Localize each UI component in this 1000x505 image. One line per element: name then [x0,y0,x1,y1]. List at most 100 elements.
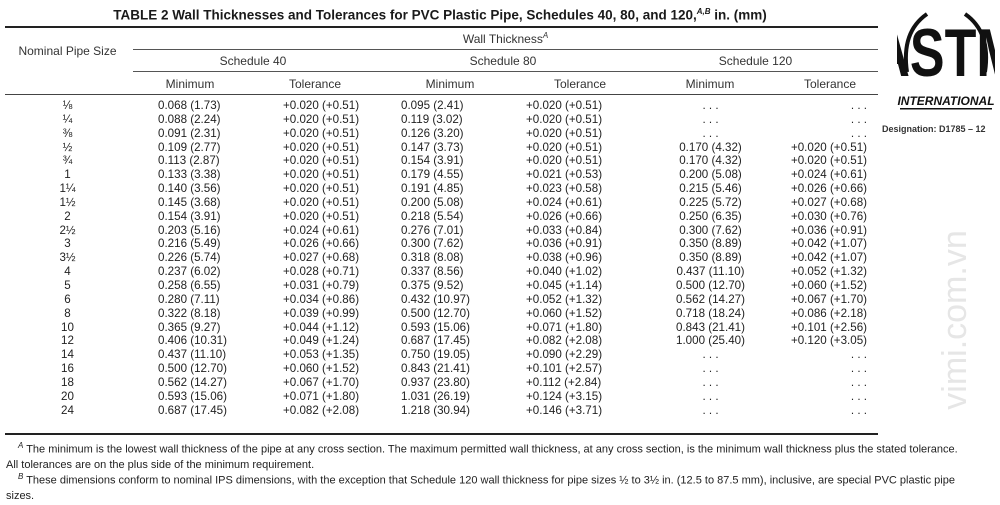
header-minimum: Minimum [165,77,215,91]
sch120-tolerance: +0.086 (+2.18) [790,306,867,320]
header-schedule-40: Schedule 40 [219,54,287,68]
sch80-minimum: 0.687 (17.45) [401,334,470,348]
sch80-tolerance: +0.020 (+0.51) [526,112,603,126]
sch120-minimum: . . . [702,112,719,126]
pipe-size: 24 [61,403,74,417]
sch80-tolerance: +0.040 (+1.02) [526,265,603,279]
footnote-mark: B [18,472,24,481]
sch120-tolerance: +0.020 (+0.51) [790,140,867,154]
top-rule [5,26,878,28]
title-unit: in. (mm) [710,7,767,23]
sch40-minimum: 0.237 (6.02) [158,265,221,279]
pipe-size: 18 [61,375,74,389]
sch120-tolerance: +0.042 (+1.07) [790,237,867,251]
sch80-minimum: 0.276 (7.01) [401,223,464,237]
sch80-tolerance: +0.020 (+0.51) [526,140,603,154]
pipe-size: ¾ [62,154,73,168]
watermark: vimi.com.vn [936,230,974,410]
sch40-tolerance: +0.020 (+0.51) [283,126,360,140]
sch120-minimum: 0.200 (5.08) [679,168,742,182]
sch80-tolerance: +0.021 (+0.53) [526,168,603,182]
sch40-minimum: 0.216 (5.49) [158,237,221,251]
pipe-size: 3½ [59,251,76,265]
pipe-size: 2½ [59,223,76,237]
sch120-minimum: . . . [702,362,719,376]
pipe-size: 6 [64,292,71,306]
sch80-tolerance: +0.082 (+2.08) [526,334,603,348]
sch80-minimum: 1.218 (30.94) [401,403,470,417]
footnote-b: B These dimensions conform to nominal IP… [6,469,966,505]
wall-label: Wall Thickness [462,32,543,46]
sch40-minimum: 0.091 (2.31) [158,126,221,140]
pipe-size: 1½ [59,195,76,209]
sch120-minimum: . . . [702,99,719,112]
sch120-minimum: 0.170 (4.32) [679,140,742,154]
sch120-minimum: . . . [702,348,719,362]
sch80-tolerance: +0.071 (+1.80) [526,320,603,334]
sch40-minimum: 0.133 (3.38) [158,168,221,182]
sch120-tolerance: . . . [850,112,867,126]
title-footnote-marks: A,B [696,7,711,16]
bottom-rule [5,433,878,435]
pipe-size: 5 [64,278,71,292]
sch120-tolerance: +0.030 (+0.76) [790,209,867,223]
sch120-tolerance: . . . [850,403,867,417]
sch40-tolerance: +0.082 (+2.08) [283,403,360,417]
sch80-tolerance: +0.020 (+0.51) [526,154,603,168]
table-row: ¾ 0.113 (2.87) +0.020 (+0.51) 0.154 (3.91) +… [5,154,877,168]
sch120-tolerance: +0.067 (+1.70) [790,292,867,306]
sch40-tolerance: +0.031 (+0.79) [283,278,360,292]
table-row: 16 0.500 (12.70) +0.060 (+1.52) 0.843 (21.4… [5,362,877,376]
sch80-minimum: 0.147 (3.73) [401,140,464,154]
table-body: ⅛ 0.068 (1.73) +0.020 (+0.51) 0.095 (2.41) +… [5,99,877,417]
sch120-tolerance: +0.027 (+0.68) [790,195,867,209]
header-tolerance: Tolerance [553,77,607,91]
sch120-minimum: 0.350 (8.89) [679,237,742,251]
sch80-tolerance: +0.101 (+2.57) [526,362,603,376]
sch120-minimum: . . . [702,375,719,389]
pipe-size: ¼ [62,112,73,126]
sch80-tolerance: +0.033 (+0.84) [526,223,603,237]
pipe-size: 1 [64,168,71,182]
header-schedule-120: Schedule 120 [718,54,793,68]
table-row: 10 0.365 (9.27) +0.044 (+1.12) 0.593 (15.06… [5,321,877,335]
table-row: 2 0.154 (3.91) +0.020 (+0.51) 0.218 (5.54) +… [5,210,877,224]
pipe-size: 2 [64,209,71,223]
sch40-minimum: 0.322 (8.18) [158,306,221,320]
sch120-minimum: 0.562 (14.27) [676,292,745,306]
sch40-minimum: 0.154 (3.91) [158,209,221,223]
sch40-tolerance: +0.020 (+0.51) [283,195,360,209]
sch40-minimum: 0.068 (1.73) [158,99,221,112]
rule [5,94,878,95]
table-row: 1¼ 0.140 (3.56) +0.020 (+0.51) 0.191 (4.85)… [5,182,877,196]
sch40-tolerance: +0.060 (+1.52) [283,362,360,376]
logo-letters: ASTM [897,14,995,90]
sch120-tolerance: . . . [850,126,867,140]
sch80-minimum: 0.318 (8.08) [401,251,464,265]
designation: Designation: D1785 – 12 [882,124,986,134]
rule [133,49,878,50]
sch40-minimum: 0.406 (10.31) [158,334,227,348]
sch120-tolerance: . . . [850,99,867,112]
sch40-minimum: 0.365 (9.27) [158,320,221,334]
astm-logo: ASTM INTERNATIONAL [872,2,1000,119]
pipe-size: 14 [61,348,74,362]
pipe-size: 3 [64,237,71,251]
sch80-minimum: 0.126 (3.20) [401,126,464,140]
sch120-minimum: 0.215 (5.46) [679,182,742,196]
sch80-minimum: 0.200 (5.08) [401,195,464,209]
sch120-tolerance: . . . [850,375,867,389]
sch80-tolerance: +0.052 (+1.32) [526,292,603,306]
sch80-minimum: 0.750 (19.05) [401,348,470,362]
sch40-minimum: 0.500 (12.70) [158,362,227,376]
sch80-minimum: 0.500 (12.70) [401,306,470,320]
pipe-size: 1¼ [59,182,76,196]
sch80-minimum: 1.031 (26.19) [401,389,470,403]
sch120-minimum: 0.350 (8.89) [679,251,742,265]
sch40-tolerance: +0.071 (+1.80) [283,389,360,403]
sch120-minimum: 0.225 (5.72) [679,195,742,209]
sch120-minimum: 0.718 (18.24) [676,306,745,320]
sch80-minimum: 0.095 (2.41) [401,99,464,112]
table-row: ¼ 0.088 (2.24) +0.020 (+0.51) 0.119 (3.02) +… [5,113,877,127]
sch40-tolerance: +0.027 (+0.68) [283,251,360,265]
